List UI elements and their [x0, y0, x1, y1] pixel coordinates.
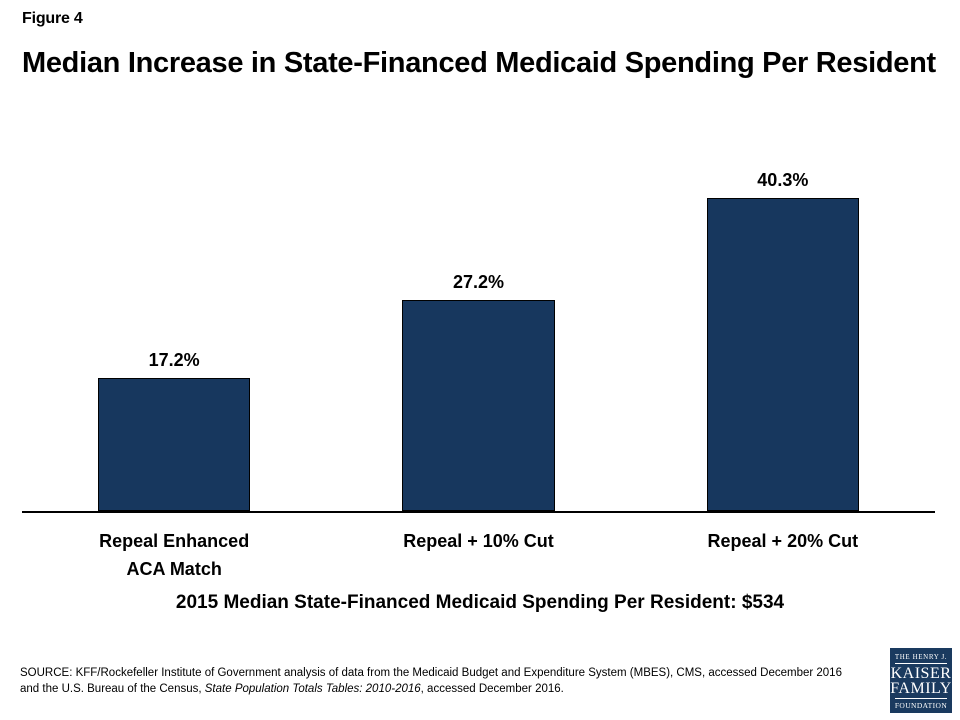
category-label: Repeal Enhanced ACA Match — [99, 531, 250, 579]
source-line2-italic: State Population Totals Tables: 2010-201… — [204, 682, 421, 695]
logo-text-henry: THE HENRY J. — [894, 653, 948, 661]
logo-divider-bottom — [895, 698, 947, 699]
source-line1: SOURCE: KFF/Rockefeller Institute of Gov… — [20, 667, 842, 679]
category-label: Repeal + 10% Cut — [403, 531, 554, 551]
bar — [98, 378, 251, 511]
figure-label: Figure 4 — [22, 10, 83, 27]
source-line2-suffix: , accessed December 2016. — [420, 682, 564, 695]
bar-chart: 17.2% Repeal Enhanced ACA Match 27.2% Repea… — [22, 162, 935, 579]
baseline-note: 2015 Median State-Financed Medicaid Spen… — [175, 592, 785, 613]
logo-text-foundation: FOUNDATION — [894, 701, 948, 710]
bar-group: 17.2% — [22, 162, 326, 511]
bar — [706, 198, 859, 511]
bar-value-label: 40.3% — [757, 170, 809, 190]
kff-logo: THE HENRY J. KAISER FAMILY FOUNDATION — [890, 648, 952, 713]
page-title: Median Increase in State-Financed Medica… — [22, 47, 936, 79]
bar-value-label: 27.2% — [452, 272, 505, 292]
source-text: SOURCE: KFF/Rockefeller Institute of Gov… — [20, 666, 882, 697]
logo-text-kaiser: KAISER — [890, 665, 952, 682]
logo-text-family: FAMILY — [890, 680, 952, 697]
source-line2-prefix: and the U.S. Bureau of the Census, — [20, 682, 205, 695]
logo-divider-top — [895, 663, 947, 664]
bar-value-label: 17.2% — [148, 350, 200, 370]
bar-group: 27.2% — [326, 162, 630, 511]
bar — [402, 300, 555, 511]
category-label: Repeal + 20% Cut — [707, 531, 859, 551]
bar-group: 40.3% — [631, 162, 935, 511]
